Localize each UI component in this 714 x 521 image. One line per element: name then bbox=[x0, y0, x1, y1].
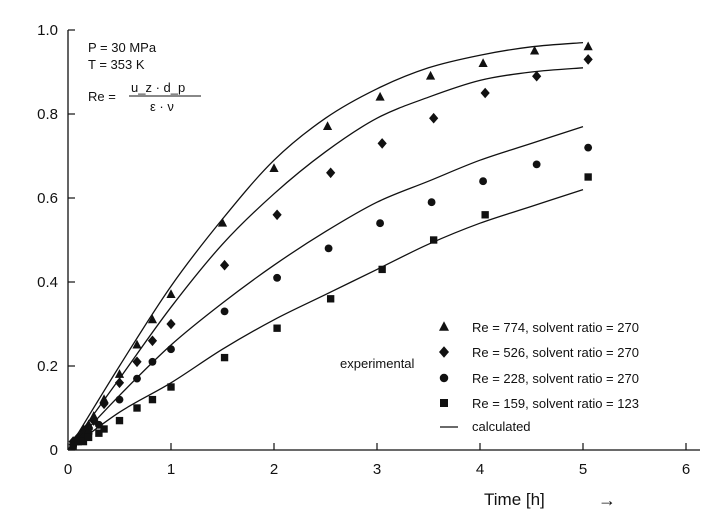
point-triangle bbox=[478, 58, 488, 68]
point-diamond bbox=[583, 54, 593, 65]
calculated-curve-diamond bbox=[67, 67, 584, 451]
point-square bbox=[74, 437, 82, 446]
point-diamond bbox=[377, 138, 387, 149]
point-square bbox=[115, 416, 124, 425]
axes bbox=[67, 30, 700, 451]
x-tick-label: 0 bbox=[64, 461, 72, 478]
y-tick-label: 0.2 bbox=[37, 358, 58, 375]
point-circle bbox=[115, 395, 124, 404]
point-square bbox=[481, 211, 489, 219]
x-axis-label: Time [h] bbox=[484, 490, 545, 509]
temperature-label: T = 353 K bbox=[88, 57, 145, 72]
legend-label: Re = 159, solvent ratio = 123 bbox=[472, 396, 639, 411]
point-triangle bbox=[583, 41, 593, 51]
point-square bbox=[133, 404, 141, 412]
point-triangle bbox=[217, 217, 228, 227]
legend: experimental Re = 774, solvent ratio = 2… bbox=[340, 320, 639, 434]
point-square bbox=[273, 324, 281, 332]
point-square bbox=[79, 437, 88, 446]
point-square bbox=[95, 429, 103, 437]
y-tick-label: 0.4 bbox=[37, 274, 58, 291]
legend-label: Re = 774, solvent ratio = 270 bbox=[472, 320, 639, 335]
legend-marker-circle bbox=[439, 373, 449, 383]
point-square bbox=[326, 295, 335, 303]
point-diamond bbox=[326, 167, 336, 179]
point-square bbox=[378, 265, 386, 274]
x-axis-arrow: → bbox=[598, 490, 616, 510]
point-circle bbox=[220, 307, 229, 316]
x-ticks: 0 1 2 3 4 5 6 bbox=[64, 443, 690, 478]
point-circle bbox=[167, 345, 175, 354]
point-triangle bbox=[375, 91, 385, 101]
point-square bbox=[148, 395, 157, 404]
point-triangle bbox=[269, 163, 279, 173]
y-tick-label: 0.6 bbox=[37, 190, 58, 207]
point-diamond bbox=[132, 356, 142, 368]
point-square bbox=[100, 425, 108, 433]
point-circle bbox=[273, 273, 281, 282]
x-tick-label: 3 bbox=[373, 461, 381, 478]
calculated-curve-circle bbox=[67, 125, 584, 451]
point-square bbox=[220, 353, 229, 362]
legend-marker-diamond bbox=[439, 346, 449, 358]
y-tick-label: 0.8 bbox=[37, 106, 58, 123]
y-tick-label: 0 bbox=[50, 442, 58, 459]
point-square bbox=[584, 173, 592, 181]
legend-label: Re = 526, solvent ratio = 270 bbox=[472, 345, 639, 360]
x-tick-label: 4 bbox=[476, 461, 484, 478]
reynolds-prefix: Re = bbox=[88, 89, 116, 104]
point-diamond bbox=[532, 70, 542, 82]
point-diamond bbox=[84, 423, 94, 435]
legend-marker-square bbox=[440, 399, 448, 407]
reynolds-numerator: u_z · d_p bbox=[131, 80, 185, 95]
x-tick-label: 2 bbox=[270, 461, 278, 478]
point-circle bbox=[427, 198, 436, 207]
pressure-label: P = 30 MPa bbox=[88, 40, 157, 55]
point-triangle bbox=[147, 314, 158, 324]
point-circle bbox=[584, 143, 593, 152]
y-ticks: 0 0.2 0.4 0.6 0.8 1.0 bbox=[37, 22, 75, 459]
point-diamond bbox=[147, 335, 158, 347]
point-circle bbox=[148, 357, 157, 366]
legend-items: Re = 774, solvent ratio = 270 Re = 526, s… bbox=[439, 320, 639, 411]
point-circle bbox=[479, 177, 487, 186]
point-triangle bbox=[114, 369, 125, 378]
legend-marker-triangle bbox=[439, 321, 449, 331]
calculated-curve-triangle bbox=[67, 41, 584, 451]
point-triangle bbox=[166, 289, 176, 299]
point-triangle bbox=[322, 121, 333, 131]
point-triangle bbox=[132, 339, 142, 349]
point-diamond bbox=[166, 318, 176, 330]
legend-label: Re = 228, solvent ratio = 270 bbox=[472, 371, 639, 386]
y-tick-label: 1.0 bbox=[37, 22, 58, 39]
point-circle bbox=[532, 160, 541, 169]
legend-group-label: experimental bbox=[340, 356, 415, 371]
point-diamond bbox=[219, 259, 230, 271]
point-circle bbox=[376, 219, 384, 228]
legend-calculated-label: calculated bbox=[472, 419, 531, 434]
point-square bbox=[167, 383, 175, 391]
point-triangle bbox=[529, 45, 540, 55]
point-square bbox=[429, 236, 438, 244]
calculated-curves bbox=[67, 41, 584, 451]
point-diamond bbox=[429, 112, 439, 124]
point-triangle bbox=[425, 70, 436, 80]
x-tick-label: 5 bbox=[579, 461, 587, 478]
point-diamond bbox=[99, 398, 109, 410]
point-diamond bbox=[272, 209, 282, 221]
point-square bbox=[69, 442, 77, 450]
point-circle bbox=[133, 374, 141, 383]
parameter-annotation: P = 30 MPa T = 353 K Re = u_z · d_p ε · … bbox=[88, 40, 201, 114]
calculated-curve-square bbox=[67, 188, 584, 451]
point-diamond bbox=[114, 377, 125, 389]
point-circle bbox=[324, 244, 333, 253]
x-tick-label: 1 bbox=[167, 461, 175, 478]
point-square bbox=[84, 433, 93, 442]
experimental-points bbox=[68, 41, 593, 450]
reynolds-denominator: ε · ν bbox=[150, 99, 174, 114]
point-diamond bbox=[480, 87, 490, 99]
x-tick-label: 6 bbox=[682, 461, 690, 478]
